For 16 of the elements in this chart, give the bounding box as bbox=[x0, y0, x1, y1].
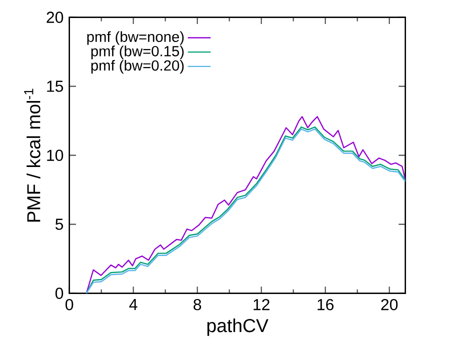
y-axis-title: PMF / kcal mol$^{-1}$ bbox=[24, 88, 40, 222]
x-tick-label: 8 bbox=[194, 298, 202, 310]
y-tick-label: 10 bbox=[47, 150, 64, 161]
legend-label: pmf (bw=none) bbox=[87, 31, 184, 45]
x-tick-label: 0 bbox=[66, 298, 74, 310]
legend-label: pmf (bw=0.20) bbox=[91, 60, 184, 74]
y-tick-label: 5 bbox=[55, 218, 64, 230]
x-tick-label: 16 bbox=[318, 298, 334, 310]
y-tick-label: 20 bbox=[46, 12, 64, 23]
x-tick-label: 20 bbox=[381, 298, 398, 310]
y-tick-label: 15 bbox=[47, 80, 64, 92]
x-axis-title: pathCV bbox=[207, 318, 268, 336]
y-tick-label: 0 bbox=[55, 288, 64, 299]
x-tick-label: 4 bbox=[129, 298, 138, 310]
legend-label: pmf (bw=0.15) bbox=[91, 46, 184, 60]
x-tick-label: 12 bbox=[254, 298, 270, 310]
